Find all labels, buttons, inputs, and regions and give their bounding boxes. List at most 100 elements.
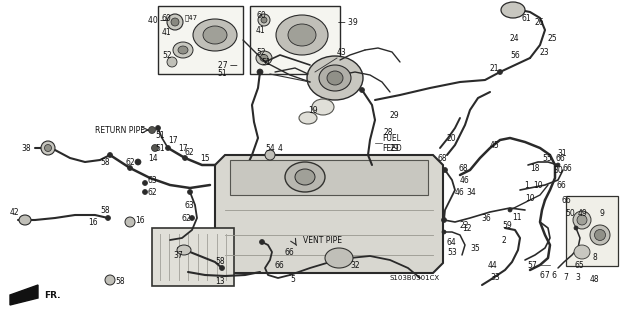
Text: 66: 66 — [557, 180, 567, 189]
Polygon shape — [10, 285, 38, 305]
Text: 38: 38 — [21, 143, 30, 153]
Text: 55: 55 — [542, 154, 552, 163]
Text: 58: 58 — [215, 258, 224, 267]
Text: 61: 61 — [522, 13, 532, 22]
Bar — [158, 6, 243, 74]
Text: 15: 15 — [200, 154, 210, 163]
Ellipse shape — [325, 248, 353, 268]
Text: RETURN PIPE: RETURN PIPE — [95, 125, 145, 134]
Circle shape — [165, 146, 171, 150]
Text: 58: 58 — [100, 205, 110, 214]
Text: 2: 2 — [502, 236, 507, 244]
Circle shape — [143, 180, 148, 186]
Circle shape — [219, 266, 224, 270]
Text: 57: 57 — [527, 260, 537, 269]
Text: 51: 51 — [261, 58, 271, 67]
Ellipse shape — [256, 51, 272, 65]
Ellipse shape — [590, 225, 610, 245]
Text: 66: 66 — [562, 196, 572, 204]
Text: 12: 12 — [462, 223, 472, 233]
Ellipse shape — [41, 141, 55, 155]
Text: 33: 33 — [490, 274, 500, 283]
Text: 66: 66 — [275, 260, 285, 269]
Text: — 39: — 39 — [338, 18, 358, 27]
Text: 60: 60 — [257, 11, 267, 20]
Ellipse shape — [105, 275, 115, 285]
Text: 14: 14 — [148, 154, 158, 163]
Text: 67 6: 67 6 — [540, 270, 557, 279]
Text: 36: 36 — [481, 213, 491, 222]
Circle shape — [574, 226, 578, 230]
Text: 20: 20 — [447, 133, 456, 142]
Circle shape — [148, 126, 155, 133]
Text: 42: 42 — [10, 207, 20, 217]
Ellipse shape — [125, 217, 135, 227]
Text: 31: 31 — [557, 148, 567, 157]
Text: 51: 51 — [155, 143, 165, 153]
Text: 9: 9 — [600, 209, 605, 218]
Text: 1: 1 — [524, 180, 529, 189]
Ellipse shape — [312, 99, 334, 115]
Circle shape — [190, 215, 195, 220]
Text: 26: 26 — [535, 18, 545, 27]
Text: 27 —: 27 — — [218, 60, 238, 69]
Text: 5: 5 — [290, 276, 295, 284]
Ellipse shape — [307, 56, 363, 100]
Text: 11: 11 — [512, 212, 522, 221]
Text: 62: 62 — [148, 188, 158, 196]
Circle shape — [155, 125, 160, 131]
Text: 35: 35 — [470, 244, 480, 252]
Text: 43: 43 — [337, 47, 347, 57]
Ellipse shape — [574, 245, 590, 259]
Text: 30: 30 — [553, 165, 563, 174]
Ellipse shape — [260, 54, 268, 61]
Text: 44: 44 — [488, 260, 498, 269]
Circle shape — [508, 208, 512, 212]
Circle shape — [257, 69, 263, 75]
Text: 24: 24 — [510, 34, 520, 43]
Text: 34: 34 — [466, 188, 476, 196]
Text: 51: 51 — [217, 68, 226, 77]
Text: 58: 58 — [115, 277, 125, 286]
Circle shape — [442, 230, 446, 234]
Text: 19: 19 — [308, 106, 318, 115]
Ellipse shape — [171, 18, 179, 26]
Text: 65: 65 — [575, 260, 585, 269]
Ellipse shape — [258, 14, 270, 26]
Text: 56: 56 — [510, 51, 520, 60]
Text: 62: 62 — [185, 148, 195, 156]
Text: 46: 46 — [460, 175, 470, 185]
Text: 32: 32 — [350, 260, 359, 269]
Text: 22: 22 — [460, 220, 470, 229]
Ellipse shape — [276, 15, 328, 55]
Text: 4: 4 — [278, 143, 283, 153]
Ellipse shape — [285, 162, 325, 192]
Ellipse shape — [327, 71, 343, 85]
Text: 40 —: 40 — — [148, 15, 168, 25]
Text: 48: 48 — [590, 276, 600, 284]
Ellipse shape — [167, 14, 183, 30]
Text: 21: 21 — [490, 63, 500, 73]
Ellipse shape — [319, 65, 351, 91]
Text: 29: 29 — [390, 110, 399, 119]
Text: 7: 7 — [563, 274, 568, 283]
Ellipse shape — [265, 150, 275, 160]
Ellipse shape — [501, 2, 525, 18]
Text: 23: 23 — [540, 47, 550, 57]
Text: 66: 66 — [563, 164, 573, 172]
Text: 52: 52 — [162, 51, 172, 60]
Polygon shape — [215, 155, 443, 273]
Ellipse shape — [595, 229, 605, 241]
Circle shape — [498, 69, 503, 75]
Ellipse shape — [193, 19, 237, 51]
Ellipse shape — [203, 26, 227, 44]
Ellipse shape — [295, 169, 315, 185]
Text: 45: 45 — [490, 140, 500, 149]
Text: 16: 16 — [135, 215, 145, 225]
Circle shape — [143, 189, 148, 195]
Text: 28: 28 — [384, 127, 394, 137]
Text: 60: 60 — [162, 13, 172, 22]
Text: 16: 16 — [88, 218, 98, 227]
Text: 68: 68 — [459, 164, 469, 172]
Ellipse shape — [177, 245, 191, 255]
